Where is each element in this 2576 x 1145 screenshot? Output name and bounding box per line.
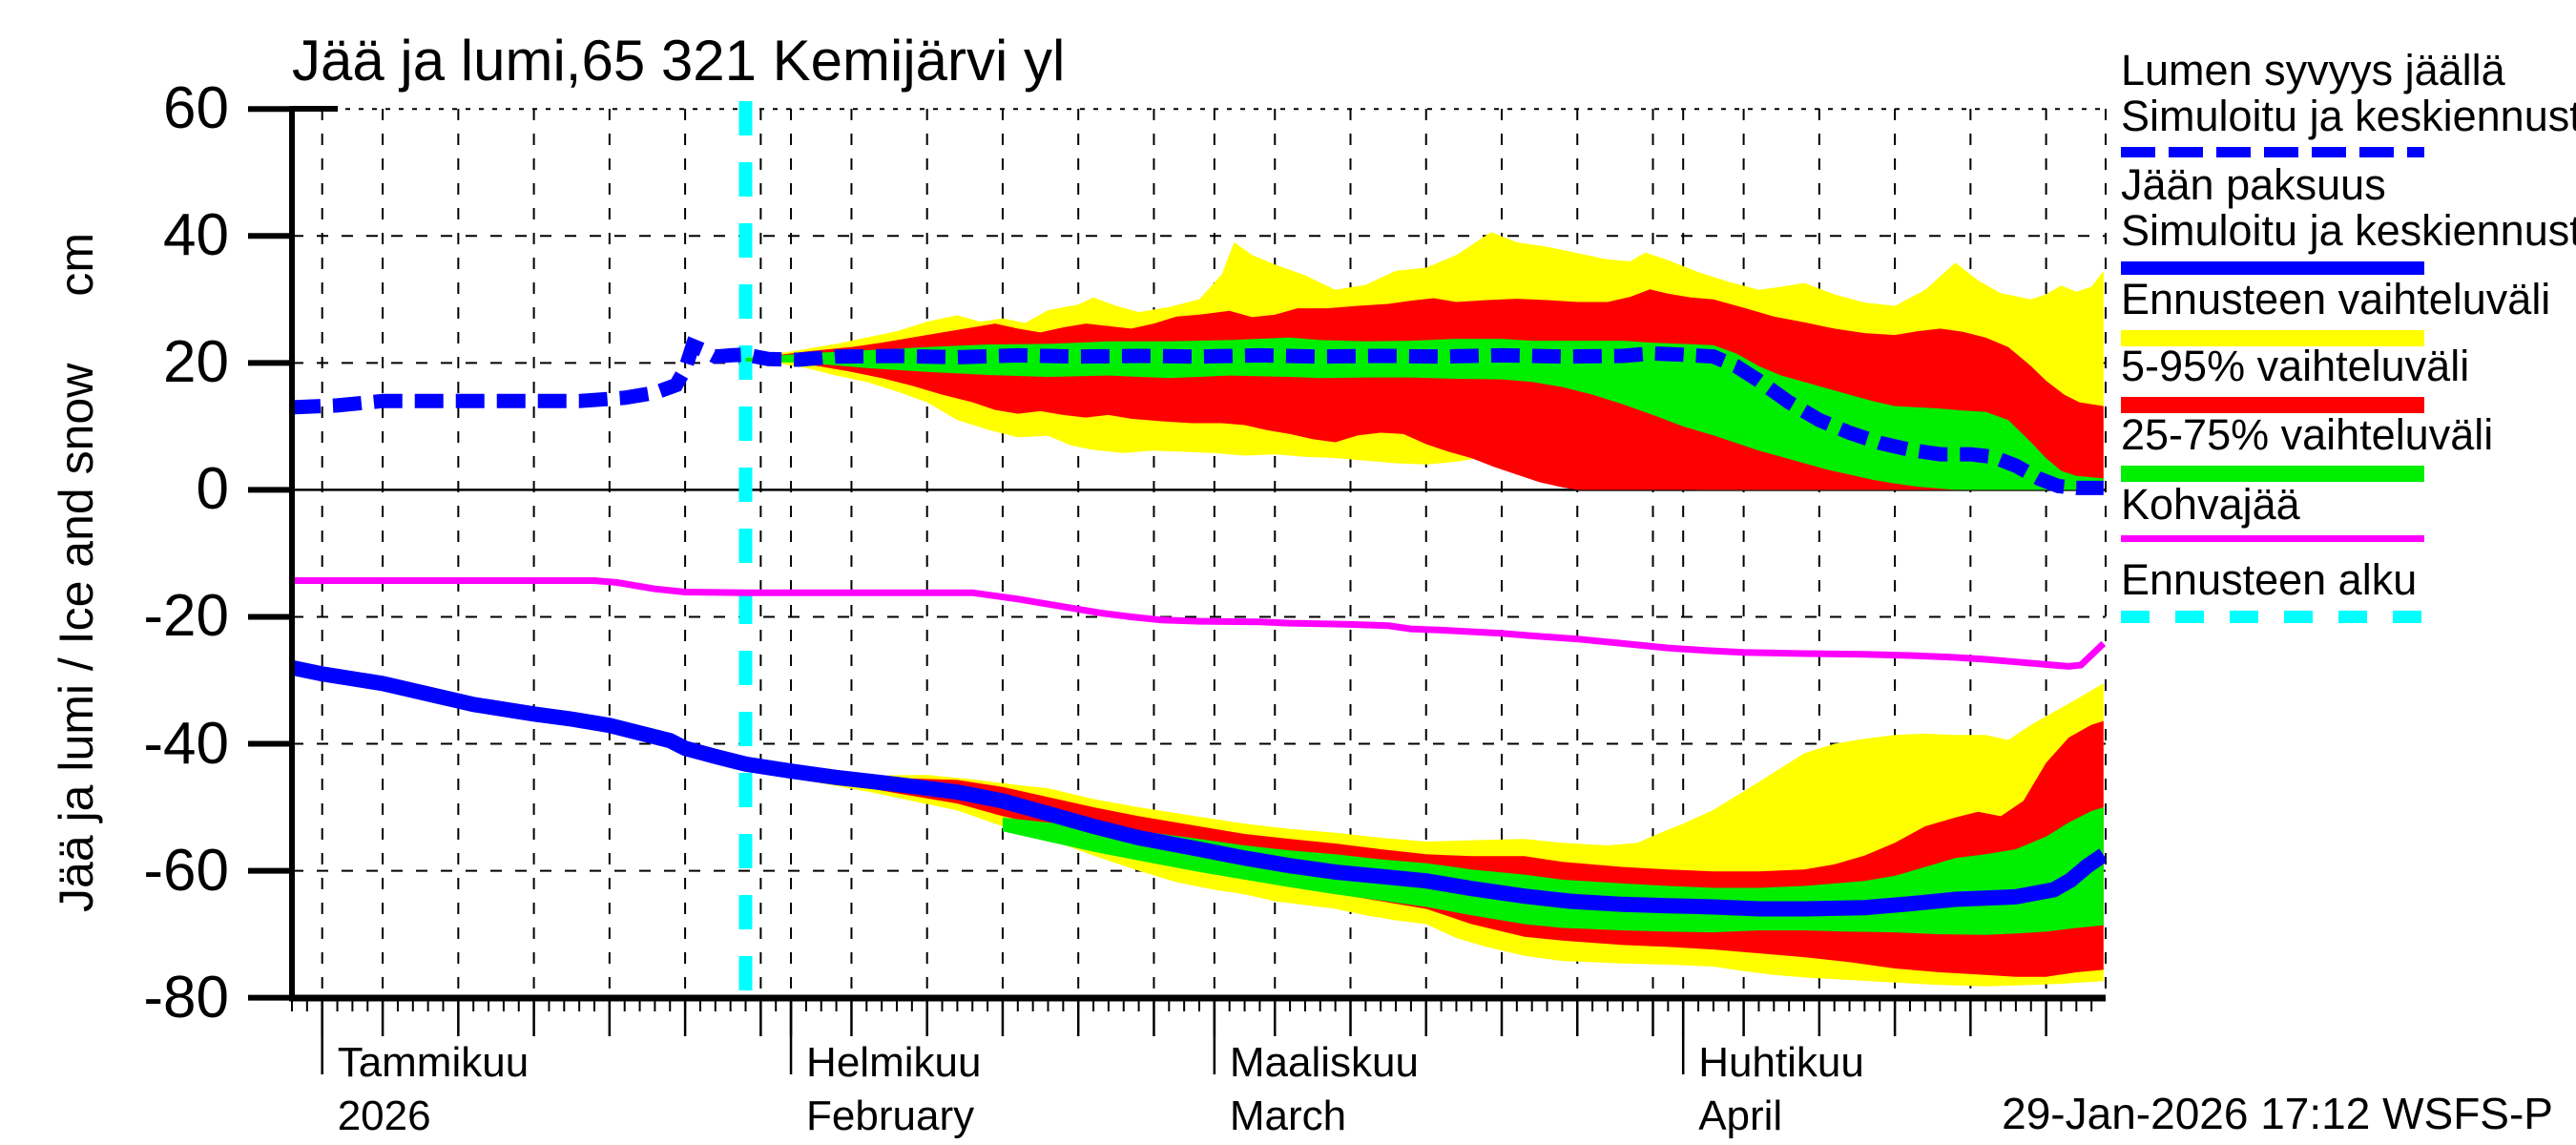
legend-label: Jään paksuus	[2121, 160, 2386, 209]
timestamp: 29-Jan-2026 17:12 WSFS-P	[2002, 1089, 2553, 1138]
legend-swatch-dashed	[2121, 147, 2424, 157]
legend-item-2: Ennusteen vaihteluväli	[2121, 277, 2569, 346]
y-tick-label: 0	[196, 456, 229, 523]
legend-item-5: Kohvajää	[2121, 482, 2569, 542]
legend-label: Ennusteen vaihteluväli	[2121, 275, 2551, 323]
legend-swatch-solid	[2121, 261, 2424, 275]
y-tick-label: 20	[163, 329, 229, 396]
y-tick-label: 40	[163, 202, 229, 269]
band-snow-range-25-75	[745, 337, 2104, 490]
legend-swatch-band	[2121, 330, 2424, 346]
legend-label: 25-75% vaihteluväli	[2121, 410, 2494, 459]
y-tick-label: -80	[143, 964, 229, 1030]
x-month-label: Huhtikuu April	[1698, 1040, 1864, 1139]
bands-layer	[745, 232, 2104, 987]
y-tick-label: -40	[143, 710, 229, 777]
month-name-fi: Tammikuu	[337, 1039, 530, 1086]
y-tick-label: -60	[143, 837, 229, 904]
month-name-fi: Huhtikuu	[1698, 1039, 1864, 1086]
series-ice-thickness-median	[292, 659, 2106, 917]
month-name-fi: Maaliskuu	[1229, 1039, 1419, 1086]
legend-swatch-thin	[2121, 535, 2424, 542]
y-tick-label: -20	[143, 583, 229, 650]
series-layer	[292, 336, 2106, 917]
legend-label: Ennusteen alku	[2121, 555, 2418, 604]
legend-item-1: Jään paksuus Simuloitu ja keskiennuste	[2121, 160, 2576, 275]
legend-item-0: Lumen syvyys jäällä Simuloitu ja keskienn…	[2121, 46, 2576, 157]
x-month-label: Helmikuu February	[806, 1040, 981, 1139]
month-name-fi: Helmikuu	[806, 1039, 982, 1086]
legend-item-6: Ennusteen alku	[2121, 557, 2569, 623]
x-month-label: Maaliskuu March	[1230, 1040, 1419, 1139]
legend-swatch-band	[2121, 466, 2424, 482]
series-kohvajaa	[292, 577, 2106, 670]
legend-item-4: 25-75% vaihteluväli	[2121, 412, 2569, 482]
legend-label: Lumen syvyys jäällä	[2121, 46, 2505, 94]
legend-swatch-dashed-gap	[2121, 611, 2424, 623]
month-name-sub: March	[1229, 1093, 1347, 1139]
chart-title: Jää ja lumi,65 321 Kemijärvi yl	[292, 29, 1066, 93]
axes-layer	[248, 106, 2106, 1074]
legend-label: 5-95% vaihteluväli	[2121, 342, 2470, 390]
legend-item-3: 5-95% vaihteluväli	[2121, 344, 2569, 413]
series-snow-depth-median	[292, 336, 2104, 495]
x-month-label: Tammikuu 2026	[338, 1040, 530, 1139]
month-name-sub: April	[1698, 1093, 1783, 1139]
legend-label: Simuloitu ja keskiennuste	[2121, 206, 2576, 255]
legend-label: Simuloitu ja keskiennuste	[2121, 92, 2576, 140]
legend-swatch-band	[2121, 397, 2424, 413]
month-name-sub: 2026	[337, 1093, 431, 1139]
legend-label: Kohvajää	[2121, 480, 2300, 529]
y-tick-label: 60	[163, 75, 229, 142]
month-name-sub: February	[806, 1093, 975, 1139]
